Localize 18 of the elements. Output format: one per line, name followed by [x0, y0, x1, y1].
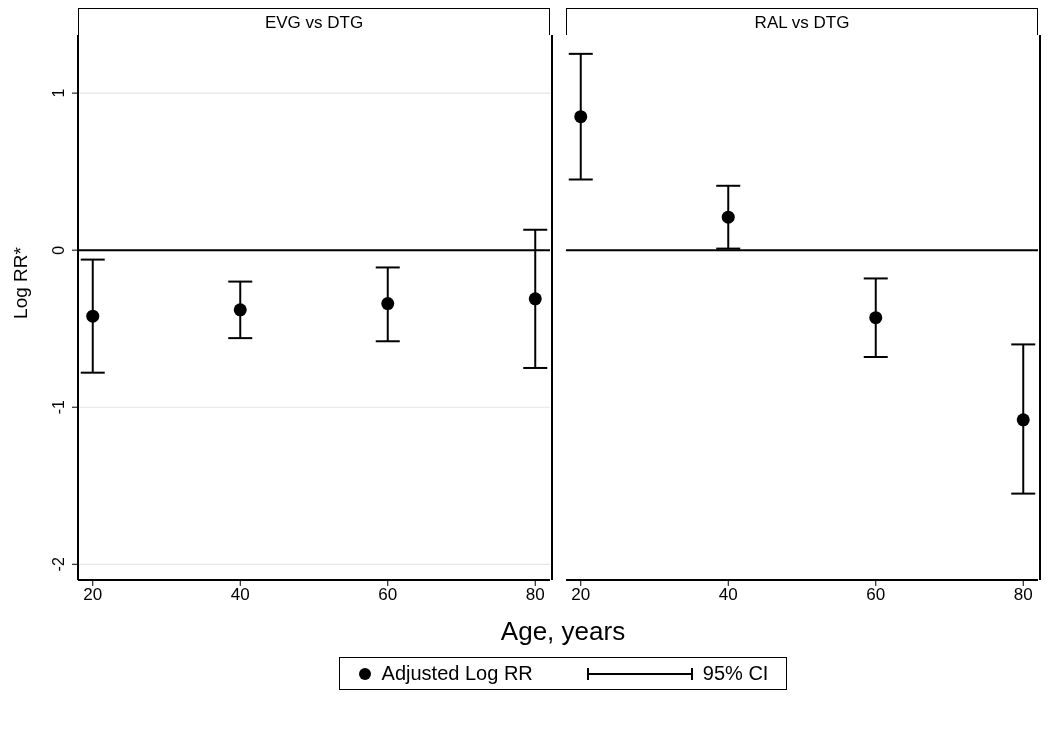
x-tick-label: 20 [83, 585, 103, 605]
x-tick-label: 20 [571, 585, 591, 605]
y-axis-title: Log RR* [10, 246, 32, 319]
x-tick-label: 80 [525, 585, 545, 605]
x-tick-label: 40 [718, 585, 738, 605]
chart-title: EVG vs DTG [78, 8, 550, 35]
x-tick-label: 40 [230, 585, 250, 605]
x-tick-label: 60 [866, 585, 886, 605]
y-tick-label: 1 [50, 88, 67, 98]
x-tick-label: 80 [1013, 585, 1033, 605]
y-tick-label: -1 [50, 400, 67, 415]
text: 95% CI [702, 662, 769, 685]
x-tick-label: 60 [378, 585, 398, 605]
x-axis-title: Age, years [499, 616, 627, 647]
y-tick-label: 0 [50, 245, 67, 255]
chart-title: RAL vs DTG [566, 8, 1038, 35]
y-tick-label: -2 [50, 557, 67, 572]
legend-label: Adjusted Log RR [381, 662, 533, 685]
